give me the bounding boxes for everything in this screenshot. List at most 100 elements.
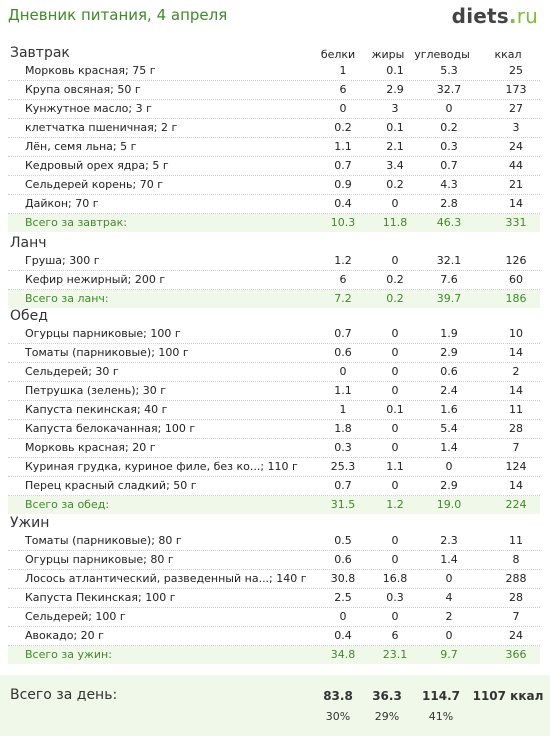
food-protein: 25.3 bbox=[330, 460, 356, 473]
food-protein: 1.1 bbox=[334, 140, 352, 153]
food-row[interactable]: Сельдерей; 30 г 0 0 0.6 2 bbox=[8, 363, 540, 382]
food-row[interactable]: Капуста белокачанная; 100 г 1.8 0 5.4 28 bbox=[8, 420, 540, 439]
food-row[interactable]: Петрушка (зелень); 30 г 1.1 0 2.4 14 bbox=[8, 382, 540, 401]
food-name: Авокадо; 20 г bbox=[25, 629, 104, 642]
food-table: Груша; 300 г 1.2 0 32.1 126 Кефир нежирный; 2… bbox=[8, 252, 540, 308]
section-total-row: Всего за завтрак: 10.3 11.8 46.3 331 bbox=[8, 214, 540, 232]
food-kcal: 173 bbox=[505, 83, 527, 96]
food-fat: 16.8 bbox=[382, 572, 408, 585]
food-row[interactable]: Морковь красная; 75 г 1 0.1 5.3 25 bbox=[8, 62, 540, 81]
food-row[interactable]: Крупа овсяная; 50 г 6 2.9 32.7 173 bbox=[8, 81, 540, 100]
food-carbs: 0 bbox=[445, 629, 453, 642]
col-protein: белки bbox=[320, 48, 356, 61]
food-row[interactable]: Огурцы парниковые; 100 г 0.7 0 1.9 10 bbox=[8, 325, 540, 344]
col-fat: жиры bbox=[371, 48, 405, 61]
food-protein: 6 bbox=[339, 273, 347, 286]
food-table: Томаты (парниковые); 80 г 0.5 0 2.3 11 Огурцы… bbox=[8, 532, 540, 664]
food-carbs: 2.9 bbox=[440, 479, 458, 492]
day-total-carbs: 114.7 bbox=[422, 689, 460, 703]
food-name: Томаты (парниковые); 80 г bbox=[25, 534, 182, 547]
food-protein: 0.7 bbox=[334, 327, 352, 340]
food-kcal: 10 bbox=[509, 327, 523, 340]
food-carbs: 2.9 bbox=[440, 346, 458, 359]
food-row[interactable]: Лён, семя льна; 5 г 1.1 2.1 0.3 24 bbox=[8, 138, 540, 157]
food-name: Капуста белокачанная; 100 г bbox=[25, 422, 196, 435]
food-name: Капуста Пекинская; 100 г bbox=[25, 591, 176, 604]
food-carbs: 5.3 bbox=[440, 64, 458, 77]
section-title: Обед bbox=[10, 308, 48, 324]
food-fat: 3.4 bbox=[386, 159, 404, 172]
food-row[interactable]: Лосось атлантический, разведенный на...;… bbox=[8, 570, 540, 589]
food-protein: 0.5 bbox=[334, 534, 352, 547]
food-fat: 0 bbox=[391, 610, 399, 623]
site-logo[interactable]: diets.ru bbox=[452, 4, 538, 28]
food-row[interactable]: Куриная грудка, куриное филе, без ко...;… bbox=[8, 458, 540, 477]
food-fat: 0.1 bbox=[386, 64, 404, 77]
food-kcal: 14 bbox=[509, 479, 523, 492]
total-protein: 34.8 bbox=[330, 648, 356, 661]
food-kcal: 27 bbox=[509, 102, 523, 115]
total-kcal: 366 bbox=[505, 648, 527, 661]
total-kcal: 331 bbox=[505, 216, 527, 229]
total-fat: 11.8 bbox=[382, 216, 408, 229]
food-name: Огурцы парниковые; 80 г bbox=[25, 553, 174, 566]
food-kcal: 44 bbox=[509, 159, 523, 172]
food-row[interactable]: Капуста пекинская; 40 г 1 0.1 1.6 11 bbox=[8, 401, 540, 420]
food-carbs: 2.3 bbox=[440, 534, 458, 547]
food-row[interactable]: Сельдерей; 100 г 0 0 2 7 bbox=[8, 608, 540, 627]
section-title: Ланч bbox=[10, 235, 47, 251]
day-pct-protein: 30% bbox=[325, 710, 351, 723]
food-row[interactable]: Кунжутное масло; 3 г 0 3 0 27 bbox=[8, 100, 540, 119]
section-total-label: Всего за ужин: bbox=[25, 648, 112, 661]
food-row[interactable]: Груша; 300 г 1.2 0 32.1 126 bbox=[8, 252, 540, 271]
food-kcal: 7 bbox=[512, 441, 520, 454]
food-fat: 0 bbox=[391, 479, 399, 492]
section-total-row: Всего за обед: 31.5 1.2 19.0 224 bbox=[8, 496, 540, 514]
food-carbs: 32.1 bbox=[436, 254, 462, 267]
food-row[interactable]: Перец красный сладкий; 50 г 0.7 0 2.9 14 bbox=[8, 477, 540, 496]
food-name: Дайкон; 70 г bbox=[25, 197, 99, 210]
food-carbs: 1.9 bbox=[440, 327, 458, 340]
section-title: Завтрак bbox=[10, 45, 70, 61]
food-row[interactable]: Огурцы парниковые; 80 г 0.6 0 1.4 8 bbox=[8, 551, 540, 570]
food-row[interactable]: Капуста Пекинская; 100 г 2.5 0.3 4 28 bbox=[8, 589, 540, 608]
food-protein: 1 bbox=[339, 64, 347, 77]
total-carbs: 19.0 bbox=[436, 498, 462, 511]
food-carbs: 1.6 bbox=[440, 403, 458, 416]
food-table: Огурцы парниковые; 100 г 0.7 0 1.9 10 Томаты … bbox=[8, 325, 540, 514]
section-total-row: Всего за ужин: 34.8 23.1 9.7 366 bbox=[8, 646, 540, 664]
food-fat: 0.2 bbox=[386, 273, 404, 286]
food-row[interactable]: Кедровый орех ядра; 5 г 0.7 3.4 0.7 44 bbox=[8, 157, 540, 176]
food-name: Крупа овсяная; 50 г bbox=[25, 83, 141, 96]
section-total-row: Всего за ланч: 7.2 0.2 39.7 186 bbox=[8, 290, 540, 308]
food-row[interactable]: Морковь красная; 20 г 0.3 0 1.4 7 bbox=[8, 439, 540, 458]
food-kcal: 60 bbox=[509, 273, 523, 286]
food-row[interactable]: Томаты (парниковые); 100 г 0.6 0 2.9 14 bbox=[8, 344, 540, 363]
food-kcal: 24 bbox=[509, 140, 523, 153]
food-carbs: 0.6 bbox=[440, 365, 458, 378]
total-kcal: 186 bbox=[505, 292, 527, 305]
col-carbs: углеводы bbox=[414, 48, 470, 61]
food-row[interactable]: Дайкон; 70 г 0.4 0 2.8 14 bbox=[8, 195, 540, 214]
food-name: Кедровый орех ядра; 5 г bbox=[25, 159, 169, 172]
total-protein: 7.2 bbox=[334, 292, 352, 305]
food-protein: 1.2 bbox=[334, 254, 352, 267]
food-carbs: 4 bbox=[445, 591, 453, 604]
food-table: Морковь красная; 75 г 1 0.1 5.3 25 Крупа овся… bbox=[8, 62, 540, 232]
food-row[interactable]: Томаты (парниковые); 80 г 0.5 0 2.3 11 bbox=[8, 532, 540, 551]
food-name: Кунжутное масло; 3 г bbox=[25, 102, 152, 115]
food-fat: 1.1 bbox=[386, 460, 404, 473]
total-protein: 10.3 bbox=[330, 216, 356, 229]
food-row[interactable]: клетчатка пшеничная; 2 г 0.2 0.1 0.2 3 bbox=[8, 119, 540, 138]
logo-tld: ru bbox=[516, 4, 538, 28]
food-fat: 0 bbox=[391, 327, 399, 340]
food-kcal: 14 bbox=[509, 346, 523, 359]
food-row[interactable]: Авокадо; 20 г 0.4 6 0 24 bbox=[8, 627, 540, 646]
food-row[interactable]: Кефир нежирный; 200 г 6 0.2 7.6 60 bbox=[8, 271, 540, 290]
food-fat: 0 bbox=[391, 254, 399, 267]
food-kcal: 288 bbox=[505, 572, 527, 585]
food-row[interactable]: Сельдерей корень; 70 г 0.9 0.2 4.3 21 bbox=[8, 176, 540, 195]
food-fat: 0.2 bbox=[386, 178, 404, 191]
food-name: Сельдерей; 100 г bbox=[25, 610, 126, 623]
food-name: Сельдерей корень; 70 г bbox=[25, 178, 164, 191]
